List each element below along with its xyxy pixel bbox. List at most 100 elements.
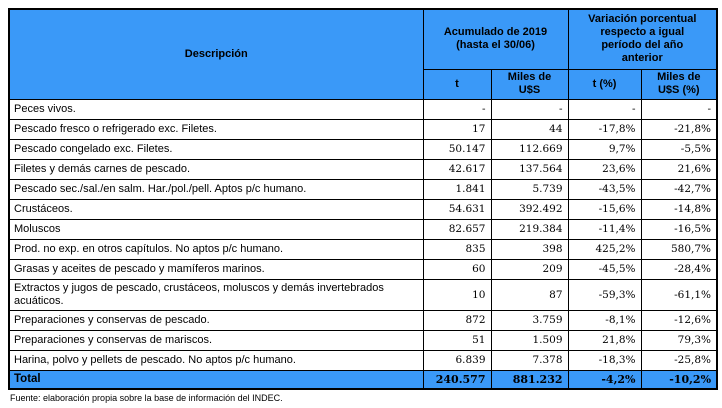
cell-t: 17 bbox=[422, 118, 492, 140]
table-header: Descripción Acumulado de 2019 (hasta el … bbox=[8, 8, 718, 100]
cell-t-pct: -11,4% bbox=[567, 218, 642, 240]
cell-t: 50.147 bbox=[422, 138, 492, 160]
cell-usd: 5.739 bbox=[490, 178, 569, 200]
cell-usd-pct: -21,8% bbox=[640, 118, 718, 140]
row-description: Pescado fresco o refrigerado exc. Filete… bbox=[8, 118, 424, 140]
table-row: Filetes y demás carnes de pescado. 42.61… bbox=[8, 158, 718, 180]
cell-usd-pct: -28,4% bbox=[640, 258, 718, 280]
cell-t-pct: -43,5% bbox=[567, 178, 642, 200]
total-label: Total bbox=[8, 369, 424, 390]
cell-t: - bbox=[422, 98, 492, 120]
table-body: Peces vivos. - - - - Pescado fresco o re… bbox=[8, 98, 718, 390]
subheader-usd-pct-line2: U$S (%) bbox=[657, 84, 700, 96]
cell-usd: 209 bbox=[490, 258, 569, 280]
cell-usd: 112.669 bbox=[490, 138, 569, 160]
row-description: Peces vivos. bbox=[8, 98, 424, 120]
cell-t-pct: -8,1% bbox=[567, 309, 642, 331]
subheader-tonnes-pct-label: t (%) bbox=[592, 77, 617, 90]
table-row: Pescado fresco o refrigerado exc. Filete… bbox=[8, 118, 718, 140]
cell-usd: 44 bbox=[490, 118, 569, 140]
cell-usd-pct: -14,8% bbox=[640, 198, 718, 220]
header-row-2: t Miles de U$S t (%) Miles de U$S (%) bbox=[9, 68, 718, 100]
cell-t-pct: -59,3% bbox=[567, 278, 642, 311]
table-row: Moluscos 82.657 219.384 -11,4% -16,5% bbox=[8, 218, 718, 240]
table-row: Pescado sec./sal./en salm. Har./pol./pel… bbox=[8, 178, 718, 200]
cell-usd-pct: 79,3% bbox=[640, 329, 718, 351]
header-accumulated-line2: (hasta el 30/06) bbox=[456, 39, 535, 52]
row-description: Crustáceos. bbox=[8, 198, 424, 220]
cell-usd-pct: 21,6% bbox=[640, 158, 718, 180]
table-row: Harina, polvo y pellets de pescado. No a… bbox=[8, 349, 718, 371]
cell-usd-pct: -61,1% bbox=[640, 278, 718, 311]
cell-t-pct: -18,3% bbox=[567, 349, 642, 371]
cell-usd: 87 bbox=[490, 278, 569, 311]
cell-usd: 219.384 bbox=[490, 218, 569, 240]
cell-t: 60 bbox=[422, 258, 492, 280]
table-row: Preparaciones y conservas de mariscos. 5… bbox=[8, 329, 718, 351]
row-description: Pescado congelado exc. Filetes. bbox=[8, 138, 424, 160]
cell-t-pct: -15,6% bbox=[567, 198, 642, 220]
table-row: Preparaciones y conservas de pescado. 87… bbox=[8, 309, 718, 331]
header-variation: Variación porcentual respecto a igual pe… bbox=[567, 8, 718, 70]
row-description: Preparaciones y conservas de pescado. bbox=[8, 309, 424, 331]
cell-t-pct: 9,7% bbox=[567, 138, 642, 160]
header-row-1: Descripción Acumulado de 2019 (hasta el … bbox=[8, 8, 718, 100]
subheader-usd-line2: U$S bbox=[518, 84, 541, 96]
total-usd: 881.232 bbox=[490, 369, 569, 390]
header-accumulated-line1: Acumulado de 2019 bbox=[443, 26, 548, 39]
cell-usd-pct: -16,5% bbox=[640, 218, 718, 240]
cell-usd-pct: - bbox=[640, 98, 718, 120]
cell-usd-pct: 580,7% bbox=[640, 238, 718, 260]
row-description: Grasas y aceites de pescado y mamíferos … bbox=[8, 258, 424, 280]
subheader-usd: Miles de U$S bbox=[490, 68, 569, 100]
cell-usd-pct: -25,8% bbox=[640, 349, 718, 371]
cell-t-pct: -45,5% bbox=[567, 258, 642, 280]
header-variation-line3: período del año bbox=[601, 39, 684, 52]
header-variation-line2: respecto a igual bbox=[600, 26, 685, 39]
cell-t: 6.839 bbox=[422, 349, 492, 371]
cell-t-pct: 23,6% bbox=[567, 158, 642, 180]
total-t: 240.577 bbox=[422, 369, 492, 390]
table-row: Peces vivos. - - - - bbox=[8, 98, 718, 120]
header-description: Descripción bbox=[8, 8, 424, 100]
table-row: Prod. no exp. en otros capítulos. No apt… bbox=[8, 238, 718, 260]
total-usd-pct: -10,2% bbox=[640, 369, 718, 390]
cell-t-pct: -17,8% bbox=[567, 118, 642, 140]
cell-usd: - bbox=[490, 98, 569, 120]
cell-t: 51 bbox=[422, 329, 492, 351]
table-row: Extractos y jugos de pescado, crustáceos… bbox=[8, 278, 718, 311]
cell-t: 54.631 bbox=[422, 198, 492, 220]
table-row: Grasas y aceites de pescado y mamíferos … bbox=[8, 258, 718, 280]
cell-t: 10 bbox=[422, 278, 492, 311]
cell-usd-pct: -42,7% bbox=[640, 178, 718, 200]
total-t-pct: -4,2% bbox=[567, 369, 642, 390]
cell-t-pct: 425,2% bbox=[567, 238, 642, 260]
row-description: Pescado sec./sal./en salm. Har./pol./pel… bbox=[8, 178, 424, 200]
source-note: Fuente: elaboración propia sobre la base… bbox=[10, 393, 283, 403]
header-variation-line4: anterior bbox=[621, 52, 663, 65]
row-description: Moluscos bbox=[8, 218, 424, 240]
total-row: Total 240.577 881.232 -4,2% -10,2% bbox=[8, 369, 718, 390]
subheader-usd-pct: Miles de U$S (%) bbox=[640, 68, 718, 100]
cell-t: 82.657 bbox=[422, 218, 492, 240]
row-description: Extractos y jugos de pescado, crustáceos… bbox=[8, 278, 424, 311]
subheader-tonnes: t bbox=[422, 68, 492, 100]
cell-t: 42.617 bbox=[422, 158, 492, 180]
cell-usd: 392.492 bbox=[490, 198, 569, 220]
cell-t-pct: 21,8% bbox=[567, 329, 642, 351]
cell-usd: 3.759 bbox=[490, 309, 569, 331]
row-description: Filetes y demás carnes de pescado. bbox=[8, 158, 424, 180]
cell-usd: 398 bbox=[490, 238, 569, 260]
header-accumulated: Acumulado de 2019 (hasta el 30/06) bbox=[422, 8, 569, 70]
row-description: Preparaciones y conservas de mariscos. bbox=[8, 329, 424, 351]
cell-usd: 1.509 bbox=[490, 329, 569, 351]
cell-usd: 7.378 bbox=[490, 349, 569, 371]
cell-t: 872 bbox=[422, 309, 492, 331]
table-row: Pescado congelado exc. Filetes. 50.147 1… bbox=[8, 138, 718, 160]
cell-t: 835 bbox=[422, 238, 492, 260]
cell-t: 1.841 bbox=[422, 178, 492, 200]
cell-usd-pct: -12,6% bbox=[640, 309, 718, 331]
row-description: Harina, polvo y pellets de pescado. No a… bbox=[8, 349, 424, 371]
subheader-tonnes-label: t bbox=[455, 77, 459, 90]
